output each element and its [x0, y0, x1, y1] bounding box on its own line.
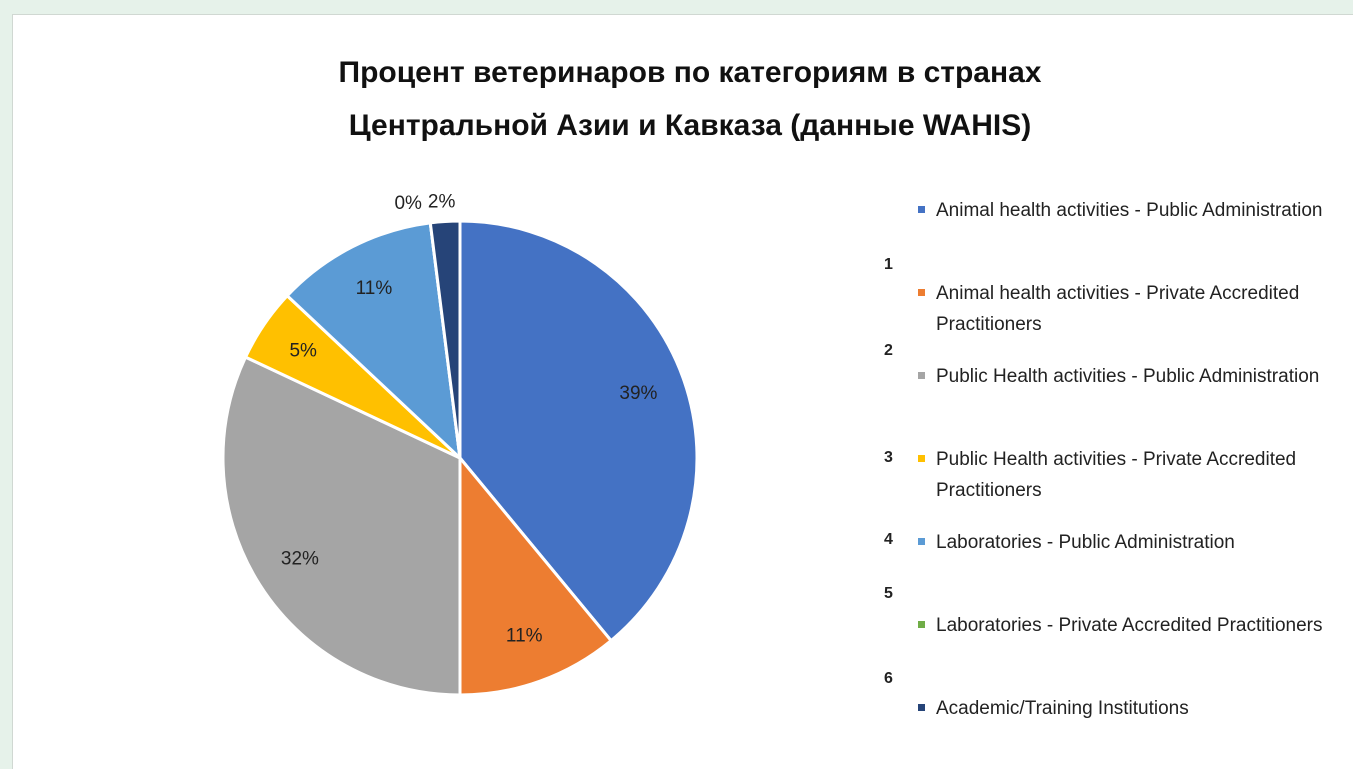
legend-swatch [918, 538, 925, 545]
legend-row-number: 4 [884, 531, 893, 548]
legend-row-number: 6 [884, 670, 893, 687]
pie-slice [221, 355, 462, 697]
legend-row-number: 2 [884, 342, 893, 359]
legend-item: Animal health activities - Public Admini… [918, 195, 1338, 226]
legend-label: Animal health activities - Public Admini… [936, 200, 1323, 221]
legend-item: Laboratories - Private Accredited Practi… [918, 610, 1338, 641]
pie-slice [428, 219, 462, 460]
legend-label: Animal health activities - Private Accre… [936, 283, 1300, 335]
legend-row-number: 5 [884, 585, 893, 602]
legend-label: Laboratories - Public Administration [936, 532, 1235, 553]
legend-swatch [918, 372, 925, 379]
legend-item: Laboratories - Public Administration [918, 527, 1338, 558]
legend-item: Academic/Training Institutions [918, 693, 1338, 724]
legend-row-number: 1 [884, 256, 893, 273]
legend-label: Laboratories - Private Accredited Practi… [936, 615, 1323, 636]
legend-swatch [918, 289, 925, 296]
legend-item: Public Health activities - Private Accre… [918, 444, 1338, 506]
legend-label: Public Health activities - Private Accre… [936, 449, 1297, 501]
legend-item: Animal health activities - Private Accre… [918, 278, 1338, 340]
value-label: 0% [394, 193, 422, 214]
chart-title: Процент ветеринаров по категориям в стра… [339, 56, 1042, 89]
value-label: 2% [428, 192, 456, 213]
value-label: 11% [356, 278, 393, 299]
legend-row-number: 3 [884, 449, 893, 466]
legend-swatch [918, 621, 925, 628]
legend-label: Academic/Training Institutions [936, 698, 1189, 719]
pie-slice [458, 219, 699, 643]
legend-swatch [918, 704, 925, 711]
pie-slice [285, 221, 462, 460]
legend-swatch [918, 206, 925, 213]
chart-title: Центральной Азии и Кавказа (данные WAHIS… [349, 109, 1031, 142]
value-label: 11% [506, 625, 543, 646]
legend-item: Public Health activities - Public Admini… [918, 361, 1338, 392]
value-label: 39% [619, 383, 657, 404]
legend-swatch [918, 455, 925, 462]
value-label: 32% [281, 549, 319, 570]
legend-label: Public Health activities - Public Admini… [936, 366, 1320, 387]
pie-slice [458, 456, 613, 697]
value-label: 5% [289, 340, 317, 361]
